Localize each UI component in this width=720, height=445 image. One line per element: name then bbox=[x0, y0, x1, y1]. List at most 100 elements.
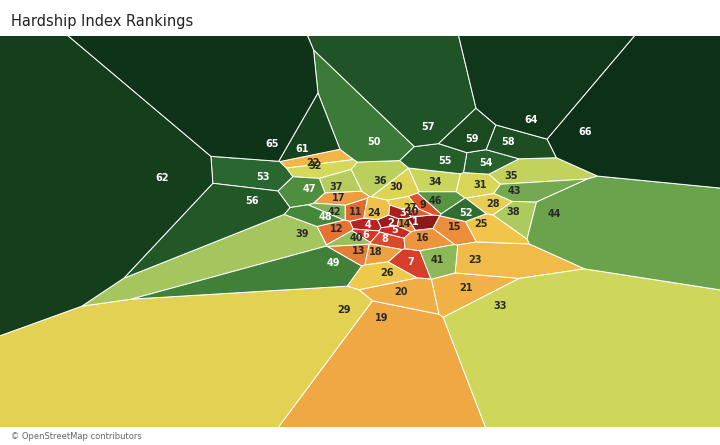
Polygon shape bbox=[408, 168, 460, 192]
Polygon shape bbox=[408, 215, 440, 231]
Polygon shape bbox=[370, 232, 405, 250]
Polygon shape bbox=[351, 161, 408, 197]
Polygon shape bbox=[547, 0, 720, 206]
Polygon shape bbox=[433, 216, 477, 245]
Text: 40: 40 bbox=[350, 233, 363, 243]
Polygon shape bbox=[359, 278, 439, 314]
Polygon shape bbox=[308, 203, 345, 220]
Text: 26: 26 bbox=[380, 268, 394, 278]
Text: 39: 39 bbox=[296, 229, 309, 239]
Polygon shape bbox=[438, 108, 496, 153]
Polygon shape bbox=[389, 205, 411, 219]
Text: 33: 33 bbox=[494, 300, 507, 311]
Text: 55: 55 bbox=[438, 156, 451, 166]
Text: 23: 23 bbox=[469, 255, 482, 265]
Text: 8: 8 bbox=[382, 234, 389, 244]
Polygon shape bbox=[408, 193, 441, 216]
Polygon shape bbox=[211, 156, 293, 191]
Polygon shape bbox=[418, 192, 465, 214]
Text: 32: 32 bbox=[308, 162, 322, 171]
Text: 36: 36 bbox=[373, 176, 387, 186]
Polygon shape bbox=[350, 218, 381, 231]
Polygon shape bbox=[465, 214, 529, 244]
Text: 46: 46 bbox=[429, 196, 442, 206]
Polygon shape bbox=[82, 214, 326, 306]
Polygon shape bbox=[345, 198, 368, 221]
Text: 6: 6 bbox=[362, 230, 369, 239]
Polygon shape bbox=[279, 149, 354, 168]
Text: 58: 58 bbox=[501, 138, 514, 147]
Text: 21: 21 bbox=[459, 283, 473, 293]
Polygon shape bbox=[444, 269, 720, 445]
Text: © OpenStreetMap contributors: © OpenStreetMap contributors bbox=[11, 432, 142, 441]
Polygon shape bbox=[420, 245, 458, 279]
Text: 42: 42 bbox=[328, 206, 341, 217]
Text: 18: 18 bbox=[369, 247, 383, 257]
Text: 17: 17 bbox=[332, 193, 345, 203]
Polygon shape bbox=[317, 220, 353, 245]
Polygon shape bbox=[400, 144, 467, 174]
Text: 59: 59 bbox=[465, 134, 478, 144]
Text: Hardship Index Rankings: Hardship Index Rankings bbox=[11, 14, 193, 29]
Polygon shape bbox=[365, 244, 402, 265]
Text: 50: 50 bbox=[368, 137, 381, 146]
Polygon shape bbox=[287, 160, 358, 178]
Polygon shape bbox=[438, 0, 698, 139]
Text: 11: 11 bbox=[348, 206, 362, 217]
Text: 34: 34 bbox=[429, 177, 442, 187]
Polygon shape bbox=[314, 191, 370, 205]
Text: 65: 65 bbox=[265, 139, 279, 150]
Polygon shape bbox=[313, 50, 414, 162]
Text: 12: 12 bbox=[330, 224, 343, 234]
Polygon shape bbox=[278, 177, 325, 207]
Text: 20: 20 bbox=[395, 287, 408, 297]
Text: 27: 27 bbox=[404, 203, 417, 213]
Text: 28: 28 bbox=[487, 199, 500, 209]
Text: 37: 37 bbox=[330, 182, 343, 192]
Polygon shape bbox=[404, 228, 454, 251]
Text: 53: 53 bbox=[256, 172, 269, 182]
Text: 64: 64 bbox=[524, 115, 538, 125]
Text: 49: 49 bbox=[326, 258, 340, 268]
Text: 52: 52 bbox=[459, 208, 473, 218]
Polygon shape bbox=[527, 176, 720, 316]
Text: 43: 43 bbox=[508, 186, 521, 196]
Polygon shape bbox=[387, 196, 418, 210]
Polygon shape bbox=[494, 179, 588, 202]
Text: 16: 16 bbox=[416, 233, 430, 243]
Text: 5: 5 bbox=[391, 225, 397, 235]
Polygon shape bbox=[276, 0, 476, 146]
Text: 38: 38 bbox=[506, 206, 520, 217]
Text: 24: 24 bbox=[368, 207, 381, 218]
Text: 35: 35 bbox=[505, 170, 518, 181]
Polygon shape bbox=[377, 215, 399, 228]
Text: 13: 13 bbox=[352, 246, 366, 256]
Text: 66: 66 bbox=[578, 127, 592, 138]
Text: 57: 57 bbox=[422, 122, 435, 132]
Text: 30: 30 bbox=[390, 182, 402, 192]
Polygon shape bbox=[464, 150, 519, 174]
Polygon shape bbox=[347, 262, 417, 290]
Polygon shape bbox=[319, 170, 361, 193]
Polygon shape bbox=[326, 231, 370, 247]
Polygon shape bbox=[431, 273, 519, 317]
Text: 25: 25 bbox=[474, 218, 487, 229]
Polygon shape bbox=[456, 173, 500, 198]
Text: 61: 61 bbox=[296, 144, 309, 154]
Polygon shape bbox=[406, 209, 433, 217]
Text: 10: 10 bbox=[405, 206, 419, 217]
Text: 7: 7 bbox=[407, 257, 414, 267]
Polygon shape bbox=[372, 168, 419, 200]
Text: 47: 47 bbox=[303, 185, 316, 194]
Text: 29: 29 bbox=[337, 305, 351, 315]
Polygon shape bbox=[388, 249, 431, 279]
Text: 48: 48 bbox=[319, 212, 333, 222]
Polygon shape bbox=[364, 197, 390, 220]
Polygon shape bbox=[352, 229, 379, 243]
Text: 41: 41 bbox=[431, 255, 444, 264]
Text: 1: 1 bbox=[413, 217, 419, 227]
Text: 3: 3 bbox=[400, 208, 407, 218]
Polygon shape bbox=[279, 93, 340, 162]
Polygon shape bbox=[0, 286, 372, 445]
Polygon shape bbox=[379, 226, 411, 239]
